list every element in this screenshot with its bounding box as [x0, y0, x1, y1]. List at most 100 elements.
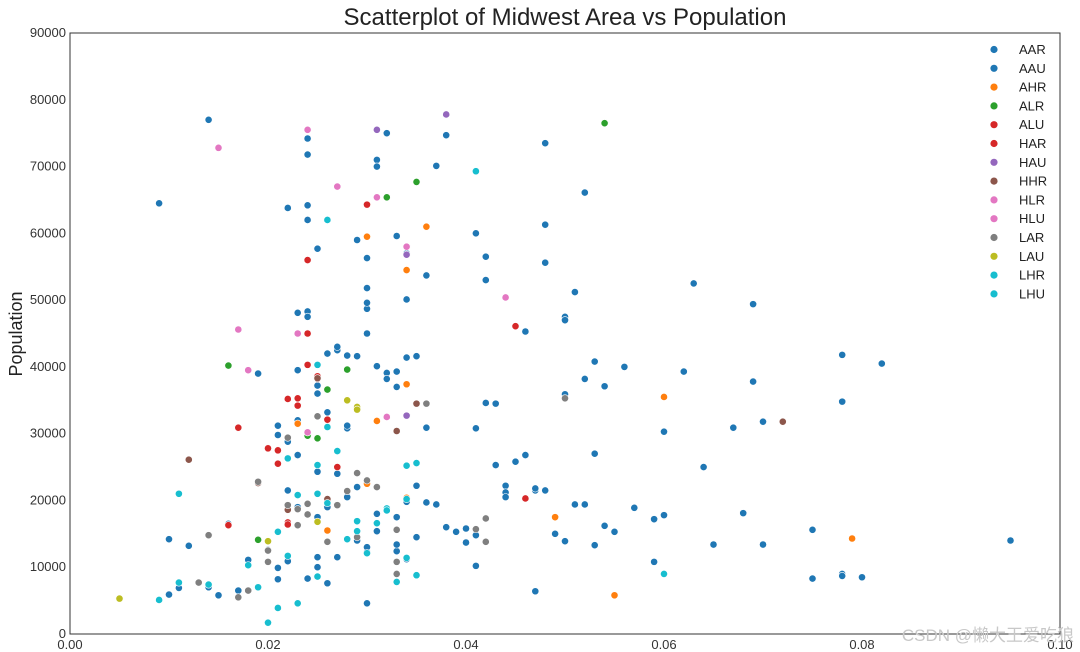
point-aau [422, 498, 431, 507]
point-aar [353, 236, 361, 244]
point-aar [481, 252, 490, 261]
point-hau [402, 411, 411, 420]
point-lar [471, 525, 480, 534]
point-aau [363, 298, 371, 307]
point-aau [273, 563, 282, 572]
legend-label-lar: LAR [1019, 230, 1044, 245]
point-aau [600, 521, 609, 530]
point-aau [491, 399, 500, 408]
legend-marker-lar [990, 233, 998, 242]
point-lar [283, 433, 292, 442]
point-aau [333, 342, 342, 351]
legend-marker-aau [990, 64, 998, 72]
point-alu [303, 329, 312, 338]
point-lau [264, 537, 272, 546]
point-ahr [551, 513, 559, 522]
point-aau [422, 423, 431, 432]
point-aar [759, 417, 767, 426]
point-aau [234, 586, 243, 595]
point-alu [283, 395, 292, 403]
point-aau [402, 353, 411, 362]
point-lhr [313, 461, 322, 469]
point-lhu [323, 423, 332, 431]
point-aar [541, 258, 550, 267]
point-aau [333, 469, 342, 478]
point-alr [254, 535, 262, 544]
point-lhr [273, 604, 282, 612]
point-lar [254, 477, 262, 486]
point-aau [471, 424, 480, 433]
point-alr [382, 193, 391, 202]
chart-title: Scatterplot of Midwest Area vs Populatio… [344, 4, 787, 31]
point-lhr [353, 527, 361, 536]
point-aar [739, 509, 748, 518]
point-aau [303, 312, 312, 321]
point-lar [293, 505, 302, 514]
point-aar [838, 350, 847, 359]
point-aau [353, 483, 361, 491]
point-lhr [363, 549, 371, 558]
legend-label-hlu: HLU [1019, 211, 1045, 226]
point-aau [541, 486, 550, 495]
point-lar [481, 537, 490, 546]
legend-marker-ahr [990, 83, 998, 91]
point-lhr [283, 551, 292, 560]
point-aau [323, 349, 332, 358]
legend-label-hlr: HLR [1019, 192, 1045, 207]
point-hhr [313, 374, 322, 383]
point-lar [204, 531, 213, 540]
point-alu [234, 423, 243, 432]
point-aau [363, 599, 371, 608]
point-lar [333, 501, 342, 510]
point-aar [729, 423, 738, 432]
point-aar [580, 375, 589, 383]
point-lar [363, 476, 371, 485]
watermark-text: CSDN @懒大王爱吃狼 [902, 626, 1074, 645]
legend-label-har: HAR [1019, 136, 1046, 151]
legend-marker-hlu [990, 215, 998, 223]
point-lhu [313, 489, 322, 498]
point-hlr [382, 413, 391, 421]
point-aau [709, 540, 718, 549]
x-axis-ticks: 0.00 0.02 0.04 0.06 0.08 0.10 [57, 637, 1072, 652]
point-lar [422, 399, 431, 408]
point-hlr [303, 125, 312, 134]
point-alu [363, 200, 371, 209]
point-lhr [402, 495, 411, 504]
legend-label-lau: LAU [1019, 249, 1044, 264]
legend-marker-alr [990, 102, 998, 110]
x-tick-label: 0.10 [1047, 637, 1072, 652]
point-aau [363, 329, 371, 338]
y-tick-label: 30000 [30, 426, 66, 441]
point-aau [184, 541, 193, 550]
point-har [293, 394, 302, 403]
legend-marker-hhr [990, 177, 998, 185]
point-aau [462, 538, 470, 547]
point-aar [471, 229, 480, 238]
point-hlu [501, 293, 510, 302]
point-hlr [214, 143, 223, 152]
point-aar [650, 557, 658, 566]
point-lar [194, 578, 203, 587]
point-aau [501, 481, 510, 490]
x-tick-label: 0.00 [57, 637, 82, 652]
point-lhu [293, 491, 302, 500]
point-lhu [273, 527, 282, 536]
point-hhr [412, 399, 421, 408]
point-hlu [234, 325, 243, 334]
point-aau [412, 533, 421, 542]
point-aar [838, 397, 847, 406]
point-alu [511, 322, 520, 331]
point-aar [571, 500, 579, 509]
point-aar [313, 244, 322, 253]
point-hlu [293, 329, 302, 338]
point-hlr [402, 242, 411, 251]
point-lhr [313, 360, 322, 369]
point-aau [372, 362, 381, 371]
plot-area-frame [69, 32, 1061, 635]
point-alr [323, 385, 332, 394]
point-hau [442, 110, 451, 119]
legend-label-hhr: HHR [1019, 174, 1047, 189]
point-aar [620, 362, 629, 371]
point-aau [402, 295, 411, 304]
